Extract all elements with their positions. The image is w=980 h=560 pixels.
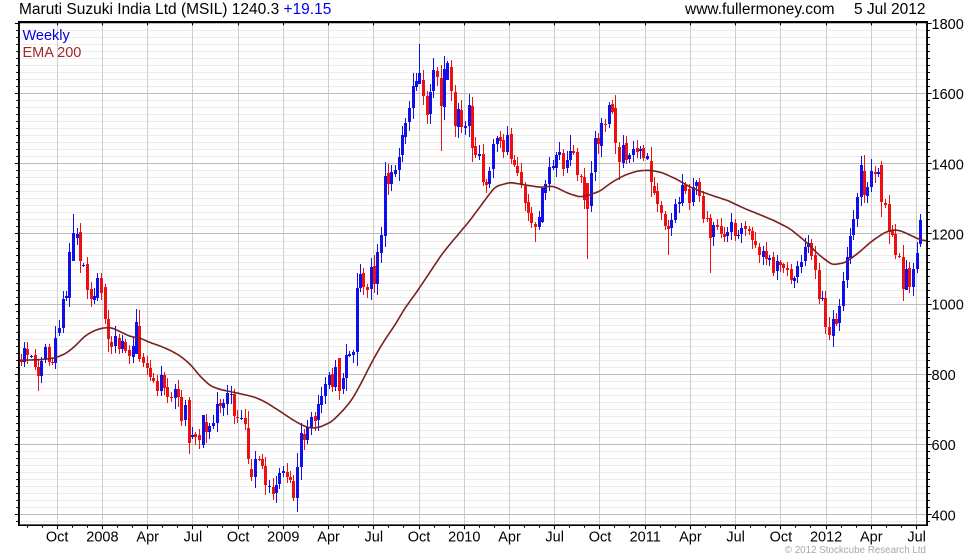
svg-text:Oct: Oct: [408, 529, 431, 545]
svg-text:Oct: Oct: [227, 529, 250, 545]
svg-text:Apr: Apr: [679, 529, 702, 545]
svg-text:2011: 2011: [630, 529, 661, 545]
svg-text:Apr: Apr: [317, 529, 340, 545]
svg-text:Jul: Jul: [907, 529, 926, 545]
svg-text:Oct: Oct: [770, 529, 793, 545]
svg-text:Oct: Oct: [589, 529, 612, 545]
svg-text:Jul: Jul: [365, 529, 384, 545]
svg-text:Oct: Oct: [46, 529, 69, 545]
svg-text:Weekly: Weekly: [23, 28, 71, 44]
svg-text:1600: 1600: [932, 87, 964, 103]
svg-text:2009: 2009: [267, 529, 299, 545]
svg-text:1200: 1200: [932, 228, 964, 244]
svg-text:© 2012 Stockcube Research Ltd: © 2012 Stockcube Research Ltd: [785, 545, 926, 556]
svg-text:Apr: Apr: [136, 529, 159, 545]
svg-text:Jul: Jul: [545, 529, 564, 545]
svg-text:Jul: Jul: [184, 529, 203, 545]
svg-text:Apr: Apr: [498, 529, 521, 545]
svg-text:600: 600: [932, 438, 956, 454]
svg-text:2012: 2012: [810, 529, 842, 545]
svg-text:400: 400: [932, 508, 956, 524]
svg-text:1000: 1000: [932, 298, 964, 314]
svg-text:Apr: Apr: [860, 529, 883, 545]
svg-text:Jul: Jul: [726, 529, 745, 545]
svg-text:Maruti Suzuki India Ltd (MSIL): Maruti Suzuki India Ltd (MSIL) 1240.3 +1…: [19, 1, 331, 18]
svg-text:EMA 200: EMA 200: [23, 45, 82, 61]
svg-text:5 Jul 2012: 5 Jul 2012: [854, 1, 926, 18]
svg-text:2008: 2008: [86, 529, 118, 545]
svg-text:1800: 1800: [932, 17, 964, 33]
svg-text:800: 800: [932, 368, 956, 384]
svg-text:www.fullermoney.com: www.fullermoney.com: [684, 1, 835, 18]
svg-text:2010: 2010: [448, 529, 480, 545]
svg-text:1400: 1400: [932, 157, 964, 173]
